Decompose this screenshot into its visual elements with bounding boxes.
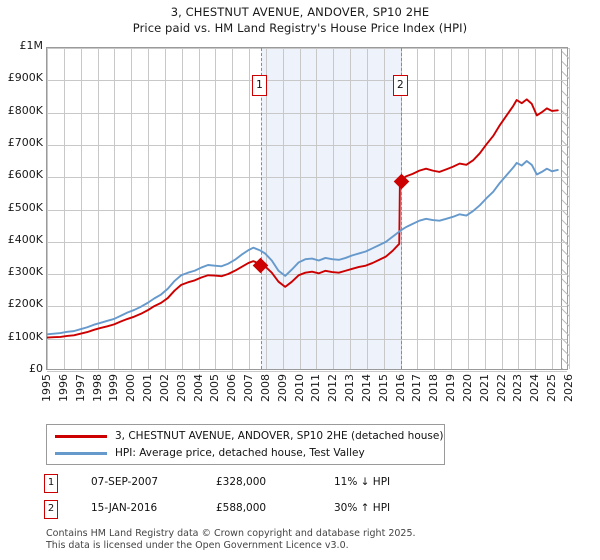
x-axis-tick-label: 2006 [225, 374, 239, 402]
y-axis-tick-label: £0 [29, 362, 43, 375]
x-axis-tick-label: 2010 [292, 374, 306, 402]
y-axis-tick-label: £700K [7, 135, 43, 149]
x-axis-tick-label: 2017 [410, 374, 424, 402]
x-axis-tick-label: 2008 [258, 374, 272, 402]
x-axis-tick-label: 2025 [545, 374, 559, 402]
legend-item-hpi: HPI: Average price, detached house, Test… [47, 445, 444, 462]
transaction-price: £328,000 [216, 476, 267, 488]
legend-item-price-paid: 3, CHESTNUT AVENUE, ANDOVER, SP10 2HE (d… [47, 428, 444, 445]
chart-legend: 3, CHESTNUT AVENUE, ANDOVER, SP10 2HE (d… [46, 424, 445, 465]
x-axis-tick-label: 2015 [376, 374, 390, 402]
legend-swatch-price-paid [55, 435, 107, 438]
x-axis-tick-label: 2020 [460, 374, 474, 402]
x-axis-tick-label: 1998 [90, 374, 104, 402]
x-axis-tick-label: 2013 [343, 374, 357, 402]
x-axis-tick-label: 2001 [141, 374, 155, 402]
table-row: 1 07-SEP-2007 £328,000 11% ↓ HPI [44, 474, 564, 496]
x-axis-tick-label: 2005 [208, 374, 222, 402]
transaction-hpi-delta: 30% ↑ HPI [334, 502, 391, 514]
chart-series-lines [47, 48, 567, 369]
x-axis-tick-label: 1995 [40, 374, 53, 402]
x-axis-tick-label: 2016 [393, 374, 407, 402]
x-axis-tick-label: 2003 [174, 374, 188, 402]
x-axis-tick-label: 2019 [444, 374, 458, 402]
footer-attribution: Contains HM Land Registry data © Crown c… [46, 528, 586, 551]
x-axis-tick-label: 1996 [56, 374, 70, 402]
chart-plot-area [46, 47, 570, 372]
transaction-flag-1: 1 [252, 75, 267, 96]
transaction-flag-2: 2 [392, 75, 408, 96]
x-axis-tick-label: 1999 [107, 374, 121, 402]
transaction-index-badge: 1 [44, 474, 58, 493]
x-axis-tick-label: 2022 [494, 374, 508, 402]
transaction-price: £588,000 [216, 502, 267, 514]
y-axis-tick-label: £800K [7, 103, 43, 117]
x-axis-tick-label: 2012 [326, 374, 340, 402]
x-axis-tick-label: 2023 [511, 374, 525, 402]
y-axis-tick-label: £300K [7, 265, 43, 279]
y-axis-tick-label: £900K [7, 71, 43, 85]
page-title: 3, CHESTNUT AVENUE, ANDOVER, SP10 2HE [170, 5, 430, 19]
y-axis-tick-label: £100K [7, 329, 43, 343]
forecast-hatched-region [560, 48, 570, 369]
x-axis-tick-label: 2026 [562, 374, 575, 402]
page-subtitle: Price paid vs. HM Land Registry's House … [132, 21, 468, 35]
y-axis-tick-label: £1M [19, 39, 44, 52]
x-axis-tick-label: 2018 [427, 374, 441, 402]
transaction-index-badge: 2 [44, 500, 58, 519]
y-axis-tick-label: £200K [7, 297, 43, 311]
ownership-period-band [260, 48, 402, 369]
legend-label-price-paid: 3, CHESTNUT AVENUE, ANDOVER, SP10 2HE (d… [115, 430, 444, 442]
x-axis-tick-label: 2000 [124, 374, 138, 402]
transaction-date: 15-JAN-2016 [91, 502, 158, 514]
x-axis-tick-label: 2011 [309, 374, 323, 402]
x-axis-tick-label: 1997 [73, 374, 87, 402]
y-axis-tick-label: £600K [7, 168, 43, 182]
x-axis-tick-label: 2024 [528, 374, 542, 402]
transaction-hpi-delta: 11% ↓ HPI [334, 476, 391, 488]
footer-line-licence: This data is licensed under the Open Gov… [46, 539, 349, 551]
legend-swatch-hpi [55, 452, 107, 455]
x-axis-tick-label: 2004 [191, 374, 205, 402]
x-axis-tick-label: 2009 [275, 374, 289, 402]
transaction-date: 07-SEP-2007 [91, 476, 159, 488]
x-axis-tick-label: 2021 [477, 374, 491, 402]
y-axis-tick-label: £500K [7, 200, 43, 214]
x-axis-tick-label: 2002 [157, 374, 171, 402]
legend-label-hpi: HPI: Average price, detached house, Test… [115, 447, 365, 459]
table-row: 2 15-JAN-2016 £588,000 30% ↑ HPI [44, 500, 564, 522]
x-axis-tick-label: 2014 [359, 374, 373, 402]
footer-line-copyright: Contains HM Land Registry data © Crown c… [46, 528, 416, 539]
x-axis-tick-label: 2007 [242, 374, 256, 402]
y-axis-tick-label: £400K [7, 232, 43, 246]
